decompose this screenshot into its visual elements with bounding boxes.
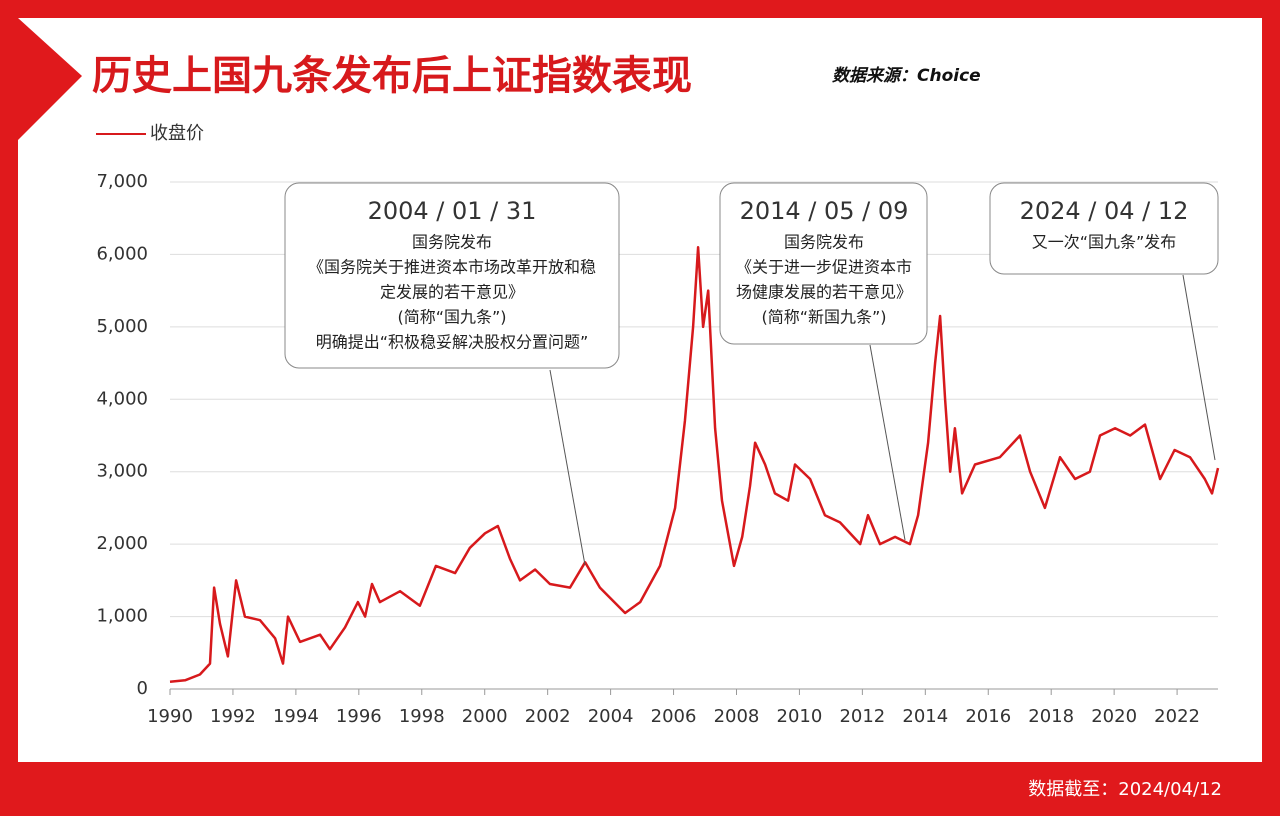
y-tick-label: 0	[137, 678, 148, 699]
y-tick-label: 1,000	[96, 606, 148, 627]
annotation-pointer	[1182, 274, 1216, 461]
annotation-line: 《关于进一步促进资本市	[736, 258, 912, 277]
annotation-line: 定发展的若干意见》	[380, 283, 524, 302]
y-tick-label: 6,000	[96, 243, 148, 264]
x-tick-label: 2016	[965, 706, 1011, 727]
x-tick-label: 1996	[336, 706, 382, 727]
x-tick-label: 1990	[147, 706, 193, 727]
y-tick-label: 3,000	[96, 461, 148, 482]
x-tick-label: 2004	[588, 706, 634, 727]
chart-title: 历史上国九条发布后上证指数表现	[92, 53, 692, 99]
x-tick-label: 2022	[1154, 706, 1200, 727]
annotation-line: 《国务院关于推进资本市场改革开放和稳	[308, 258, 596, 277]
x-tick-label: 2002	[525, 706, 571, 727]
title-marker	[18, 18, 82, 140]
x-tick-label: 2000	[462, 706, 508, 727]
annotation-line: 又一次“国九条”发布	[1032, 233, 1177, 252]
annotation-box	[989, 182, 1219, 275]
annotation-line: 明确提出“积极稳妥解决股权分置问题”	[316, 333, 589, 352]
annotation-pointer	[869, 344, 906, 541]
x-tick-label: 2018	[1028, 706, 1074, 727]
annotation-line: 场健康发展的若干意见》	[736, 283, 912, 302]
y-tick-label: 2,000	[96, 533, 148, 554]
x-tick-label: 2008	[714, 706, 760, 727]
annotation-line: 国务院发布	[412, 233, 492, 252]
annotation-box	[284, 182, 620, 369]
annotation-date: 2014 / 05 / 09	[740, 197, 909, 225]
panel	[18, 18, 1262, 762]
annotation-box	[719, 182, 928, 345]
footer: 数据截至：2024/04/12	[1028, 779, 1222, 800]
annotation-date: 2024 / 04 / 12	[1020, 197, 1189, 225]
x-tick-label: 2012	[839, 706, 885, 727]
annotation-line: 国务院发布	[784, 233, 864, 252]
x-tick-label: 2010	[777, 706, 823, 727]
legend-label: 收盘价	[150, 123, 204, 144]
x-tick-label: 2006	[651, 706, 697, 727]
annotation-line: (简称“新国九条”)	[761, 308, 886, 327]
x-tick-label: 1992	[210, 706, 256, 727]
x-tick-label: 1998	[399, 706, 445, 727]
y-tick-label: 5,000	[96, 316, 148, 337]
x-tick-label: 2020	[1091, 706, 1137, 727]
source: 数据来源：Choice	[832, 66, 981, 86]
annotation-date: 2004 / 01 / 31	[368, 197, 537, 225]
price-line	[169, 245, 1220, 684]
x-tick-label: 1994	[273, 706, 319, 727]
annotation-line: (简称“国九条”)	[397, 308, 506, 327]
y-tick-label: 4,000	[96, 388, 148, 409]
x-tick-label: 2014	[902, 706, 948, 727]
y-tick-label: 7,000	[96, 171, 148, 192]
annotation-pointer	[549, 369, 586, 566]
